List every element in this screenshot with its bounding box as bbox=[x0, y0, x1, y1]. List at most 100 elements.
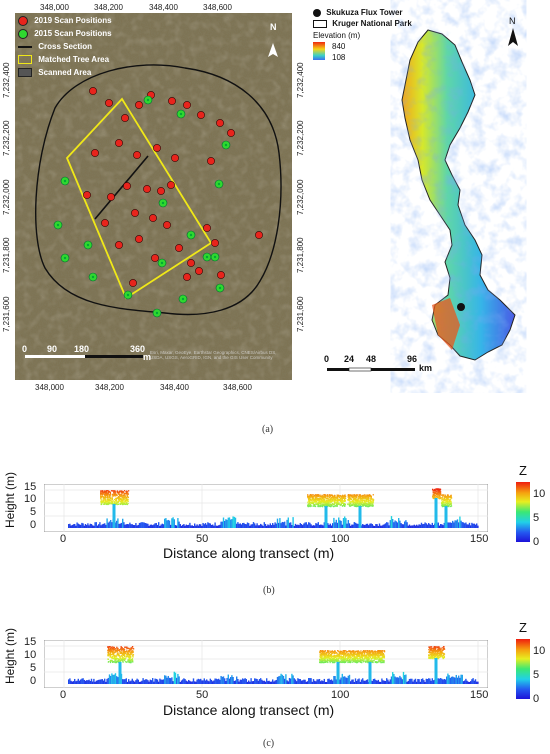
scanned-area-outline bbox=[35, 64, 282, 316]
flux-tower-marker bbox=[457, 303, 465, 311]
scale-label: 0 bbox=[22, 344, 28, 354]
y-tick: 0 bbox=[30, 675, 37, 687]
scale-label: 180 bbox=[74, 344, 90, 354]
right-tick: 7,232,000 bbox=[296, 179, 305, 215]
satellite-map-panel: 348,000 348,200 348,400 348,600 348,000 … bbox=[0, 0, 310, 400]
km-scale-label: 24 bbox=[344, 354, 355, 364]
scan-2019-marker bbox=[105, 99, 113, 107]
scan-2019-marker bbox=[115, 241, 123, 249]
colorbar-b bbox=[516, 482, 530, 542]
yellow-box-icon bbox=[18, 55, 32, 65]
point-cloud-c bbox=[44, 640, 488, 688]
transect-panel-b: Height (m) 15 10 5 0 0 50 100 150 Distan… bbox=[0, 460, 550, 570]
point-cloud-b bbox=[44, 484, 488, 532]
scan-2019-marker bbox=[167, 181, 175, 189]
colorbar-tick: 0 bbox=[533, 693, 540, 705]
y-tick: 10 bbox=[24, 649, 37, 661]
caption-a: (a) bbox=[262, 424, 274, 435]
y-axis-title: Height (m) bbox=[3, 627, 17, 684]
y-tick: 10 bbox=[24, 493, 37, 505]
scale-unit: m bbox=[143, 352, 152, 362]
north-arrow-icon bbox=[508, 28, 518, 46]
scan-2019-marker bbox=[135, 235, 143, 243]
park-outline bbox=[401, 29, 516, 361]
scan-2019-marker bbox=[121, 114, 129, 122]
legend-label: Kruger National Park bbox=[332, 19, 412, 28]
scale-label: 90 bbox=[47, 344, 58, 354]
legend-label: 2019 Scan Positions bbox=[34, 16, 112, 26]
gray-box-icon bbox=[18, 68, 32, 78]
scan-2019-marker bbox=[203, 224, 211, 232]
y-tick: 15 bbox=[24, 481, 37, 493]
scan-2019-marker bbox=[83, 191, 91, 199]
left-tick: 7,231,800 bbox=[2, 237, 11, 273]
line-swatch-icon bbox=[18, 45, 32, 48]
scan-2019-marker bbox=[89, 87, 97, 95]
elevation-legend-swatch bbox=[313, 42, 325, 60]
scan-2019-marker bbox=[143, 185, 151, 193]
caption-c: (c) bbox=[263, 738, 275, 749]
legend-label: Cross Section bbox=[38, 42, 93, 51]
caption-b: (b) bbox=[263, 585, 275, 596]
right-tick: 7,231,600 bbox=[296, 296, 305, 332]
scan-2019-marker bbox=[255, 231, 263, 239]
flux-tower-icon bbox=[313, 8, 321, 17]
x-tick: 50 bbox=[196, 533, 209, 545]
colorbar-c bbox=[516, 639, 530, 699]
scan-2019-marker bbox=[168, 97, 176, 105]
km-scale-unit: km bbox=[419, 363, 433, 373]
scan-2019-marker bbox=[187, 259, 195, 267]
left-tick: 7,232,200 bbox=[2, 120, 11, 156]
scan-2019-marker bbox=[163, 221, 171, 229]
km-scale-bar bbox=[327, 367, 415, 372]
km-scale-label: 48 bbox=[366, 354, 377, 364]
scan-2019-marker bbox=[175, 244, 183, 252]
north-label: N bbox=[509, 16, 516, 26]
park-outline-icon bbox=[313, 19, 327, 28]
transect-panel-c: Height (m) 15 10 5 0 0 50 100 150 Distan… bbox=[0, 614, 550, 724]
y-tick: 5 bbox=[30, 662, 37, 674]
colorbar-title: Z bbox=[519, 620, 527, 635]
scan-2019-marker bbox=[101, 219, 109, 227]
scan-2019-marker bbox=[153, 144, 161, 152]
scan-2019-marker bbox=[207, 157, 215, 165]
x-tick: 0 bbox=[60, 689, 67, 701]
top-tick: 348,400 bbox=[149, 3, 178, 12]
colorbar-tick: 5 bbox=[533, 669, 540, 681]
x-tick: 100 bbox=[331, 533, 350, 545]
cross-section-line bbox=[94, 155, 149, 220]
scan-2019-marker bbox=[197, 111, 205, 119]
scan-2019-marker bbox=[157, 187, 165, 195]
legend-label: Scanned Area bbox=[38, 68, 92, 77]
km-scale-label: 96 bbox=[407, 354, 418, 364]
scale-label: 360 bbox=[130, 344, 146, 354]
x-axis-title: Distance along transect (m) bbox=[163, 702, 335, 718]
colorbar-title: Z bbox=[519, 463, 527, 478]
x-axis-title: Distance along transect (m) bbox=[163, 545, 335, 561]
scan-2019-marker bbox=[91, 149, 99, 157]
top-tick: 348,200 bbox=[94, 3, 123, 12]
x-tick: 100 bbox=[331, 689, 350, 701]
x-tick: 0 bbox=[60, 533, 67, 545]
bottom-tick: 348,200 bbox=[95, 383, 124, 392]
scan-2019-marker bbox=[151, 254, 159, 262]
scan-2019-marker bbox=[217, 271, 225, 279]
scan-2019-marker bbox=[216, 119, 224, 127]
scan-2019-marker bbox=[211, 239, 219, 247]
north-arrow-icon bbox=[268, 43, 278, 57]
top-tick: 348,600 bbox=[203, 3, 232, 12]
y-tick: 0 bbox=[30, 519, 37, 531]
y-tick: 15 bbox=[24, 636, 37, 648]
legend-label: Skukuza Flux Tower bbox=[326, 8, 403, 17]
satellite-imagery bbox=[15, 13, 292, 380]
left-tick: 7,232,400 bbox=[2, 62, 11, 98]
green-dot-icon bbox=[18, 29, 28, 39]
x-tick: 150 bbox=[470, 689, 489, 701]
elevation-max: 840 bbox=[332, 42, 346, 51]
kruger-map-panel: Skukuza Flux Tower Kruger National Park … bbox=[310, 0, 550, 400]
matched-tree-area bbox=[65, 97, 213, 300]
scan-2019-marker bbox=[107, 193, 115, 201]
legend-label: Matched Tree Area bbox=[38, 55, 110, 64]
y-tick: 5 bbox=[30, 506, 37, 518]
legend-label: 2015 Scan Positions bbox=[34, 29, 112, 39]
